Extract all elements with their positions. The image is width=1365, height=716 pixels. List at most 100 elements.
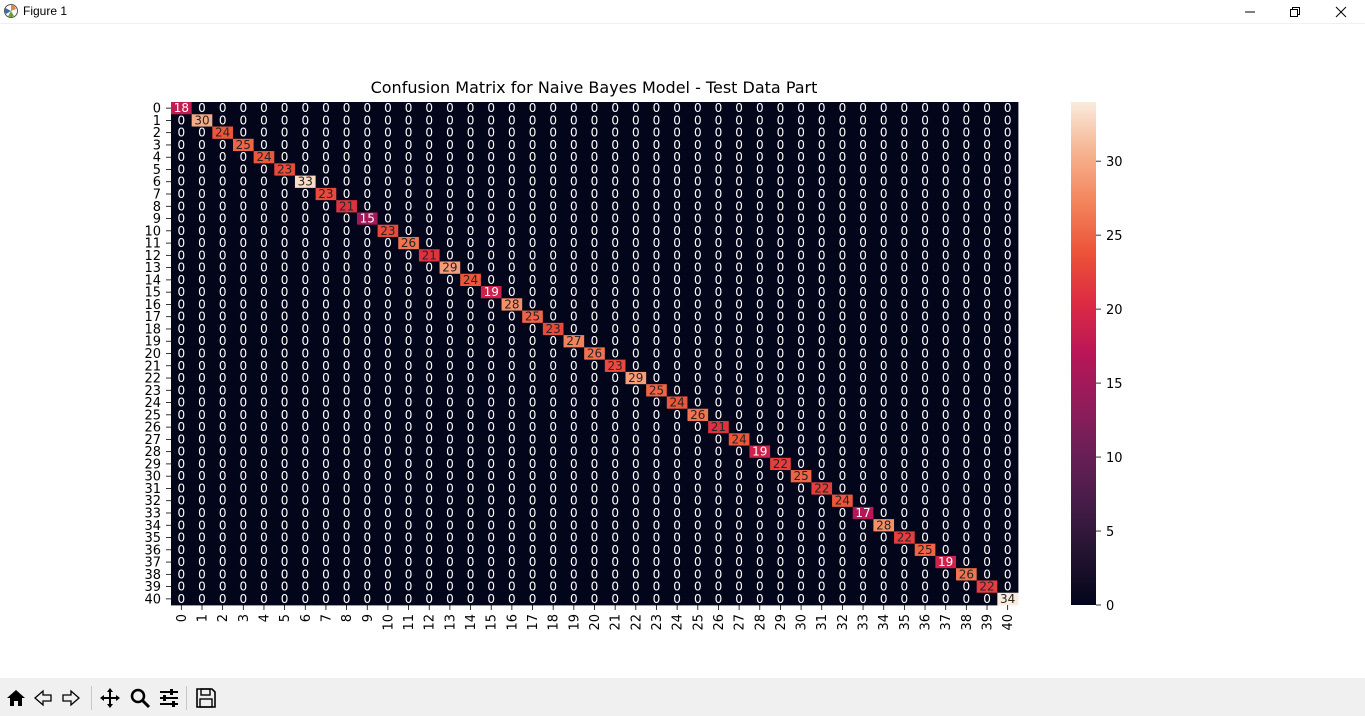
cell-value-7-33: 0 xyxy=(859,187,867,201)
heatmap-cell-23-36 xyxy=(914,384,936,397)
cell-value-16-19: 0 xyxy=(570,297,578,311)
cell-value-19-39: 0 xyxy=(983,334,991,348)
home-button[interactable] xyxy=(3,686,29,710)
cell-value-8-26: 0 xyxy=(715,199,723,213)
heatmap-cell-18-17 xyxy=(522,322,544,336)
cell-value-9-35: 0 xyxy=(901,212,909,226)
cell-value-23-0: 0 xyxy=(178,383,186,397)
cell-value-38-36: 0 xyxy=(921,567,929,581)
cell-value-2-24: 0 xyxy=(673,126,681,140)
heatmap-cell-38-9 xyxy=(356,568,378,581)
cell-value-17-27: 0 xyxy=(735,310,743,324)
cell-value-11-0: 0 xyxy=(178,236,186,250)
heatmap-cell-2-2 xyxy=(212,126,234,140)
heatmap-cell-5-28 xyxy=(749,163,771,177)
heatmap-cell-20-19 xyxy=(563,347,585,361)
heatmap-cell-33-31 xyxy=(811,506,833,520)
heatmap-cell-33-36 xyxy=(914,506,936,520)
heatmap-cell-20-15 xyxy=(480,347,502,361)
heatmap-cell-18-19 xyxy=(563,322,585,336)
heatmap-cell-13-22 xyxy=(625,261,647,275)
cell-value-15-36: 0 xyxy=(921,285,929,299)
cell-value-40-5: 0 xyxy=(281,592,289,606)
cell-value-27-19: 0 xyxy=(570,432,578,446)
cell-value-38-35: 0 xyxy=(901,567,909,581)
cell-value-14-13: 0 xyxy=(446,273,454,287)
cell-value-3-3: 25 xyxy=(236,138,251,152)
colorbar-tick-label-10: 10 xyxy=(1106,451,1123,466)
heatmap-cell-26-32 xyxy=(832,420,854,434)
cell-value-25-26: 0 xyxy=(715,408,723,422)
cell-value-39-4: 0 xyxy=(260,580,268,594)
heatmap-cell-5-11 xyxy=(398,163,420,177)
heatmap-cell-4-38 xyxy=(956,151,978,164)
heatmap-cell-16-21 xyxy=(604,298,626,311)
pan-button[interactable] xyxy=(97,686,123,710)
forward-button[interactable] xyxy=(58,686,84,710)
cell-value-14-21: 0 xyxy=(611,273,619,287)
heatmap-cell-26-29 xyxy=(770,420,792,434)
cell-value-27-31: 0 xyxy=(818,432,826,446)
configure-subplots-button[interactable] xyxy=(156,686,182,710)
cell-value-17-9: 0 xyxy=(363,310,371,324)
minimize-button[interactable] xyxy=(1227,0,1273,23)
heatmap-cell-33-26 xyxy=(708,506,730,520)
heatmap-cell-31-3 xyxy=(232,482,255,495)
cell-value-5-39: 0 xyxy=(983,162,991,176)
heatmap-cell-27-1 xyxy=(191,433,213,446)
heatmap-cell-34-38 xyxy=(956,519,978,532)
heatmap-cell-5-36 xyxy=(914,163,936,177)
heatmap-cell-7-25 xyxy=(687,187,709,201)
heatmap-cell-30-10 xyxy=(377,470,399,483)
maximize-button[interactable] xyxy=(1272,0,1318,23)
cell-value-4-5: 0 xyxy=(281,150,289,164)
heatmap-cell-21-9 xyxy=(356,359,378,373)
cell-value-15-18: 0 xyxy=(549,285,557,299)
heatmap-cell-19-14 xyxy=(460,335,482,348)
heatmap-cell-7-37 xyxy=(935,187,957,201)
heatmap-cell-13-32 xyxy=(832,261,854,275)
save-button[interactable] xyxy=(193,686,219,710)
cell-value-3-23: 0 xyxy=(653,138,661,152)
heatmap-cell-12-40 xyxy=(997,249,1019,262)
cell-value-24-12: 0 xyxy=(425,396,433,410)
cell-value-20-27: 0 xyxy=(735,347,743,361)
cell-value-24-15: 0 xyxy=(487,396,495,410)
heatmap-cell-14-3 xyxy=(232,273,255,287)
x-tick-label-19: 19 xyxy=(567,614,582,631)
heatmap-cell-33-25 xyxy=(687,506,709,520)
heatmap-cell-4-30 xyxy=(790,151,812,164)
cell-value-23-32: 0 xyxy=(839,383,847,397)
heatmap-cell-13-2 xyxy=(212,261,234,275)
cell-value-10-8: 0 xyxy=(343,224,351,238)
heatmap-cell-19-39 xyxy=(976,335,998,348)
close-button[interactable] xyxy=(1318,0,1364,23)
back-button[interactable] xyxy=(30,686,56,710)
heatmap-cell-5-30 xyxy=(790,163,812,177)
cell-value-33-0: 0 xyxy=(178,506,186,520)
cell-value-17-13: 0 xyxy=(446,310,454,324)
cell-value-35-0: 0 xyxy=(178,531,186,545)
cell-value-22-36: 0 xyxy=(921,371,929,385)
zoom-button[interactable] xyxy=(127,686,153,710)
heatmap-cell-11-21 xyxy=(604,236,626,250)
cell-value-7-13: 0 xyxy=(446,187,454,201)
cell-value-12-0: 0 xyxy=(178,248,186,262)
cell-value-15-22: 0 xyxy=(632,285,640,299)
heatmap-cell-10-28 xyxy=(749,224,771,238)
cell-value-19-30: 0 xyxy=(797,334,805,348)
heatmap-cell-28-40 xyxy=(997,445,1019,459)
heatmap-cell-6-6 xyxy=(294,175,317,189)
heatmap-cell-1-16 xyxy=(501,114,523,127)
heatmap-cell-27-18 xyxy=(542,433,564,446)
cell-value-29-22: 0 xyxy=(632,457,640,471)
cell-value-4-22: 0 xyxy=(632,150,640,164)
heatmap-cell-14-7 xyxy=(315,273,337,287)
heatmap-cell-3-1 xyxy=(191,138,213,152)
cell-value-22-8: 0 xyxy=(343,371,351,385)
x-tick-label-28: 28 xyxy=(753,614,768,631)
cell-value-20-6: 0 xyxy=(301,347,309,361)
heatmap-cell-10-29 xyxy=(770,224,792,238)
cell-value-15-28: 0 xyxy=(756,285,764,299)
heatmap-cell-39-16 xyxy=(501,580,523,594)
